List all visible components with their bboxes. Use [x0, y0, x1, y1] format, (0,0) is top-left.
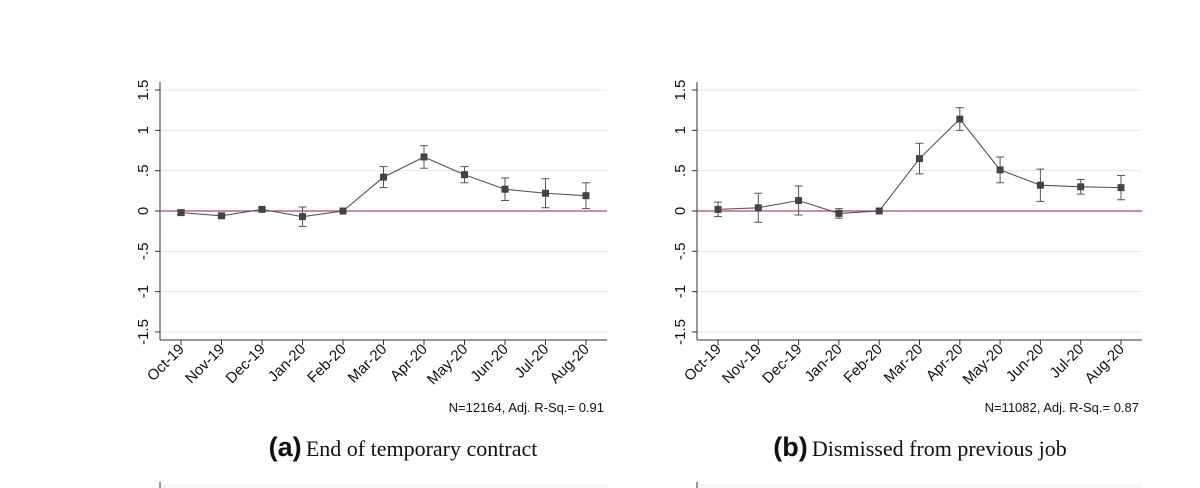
caption-label: (a): [269, 432, 302, 462]
marker: [956, 115, 964, 123]
marker: [258, 205, 266, 213]
caption-label: (b): [773, 432, 807, 462]
x-tick-label: Mar-20: [881, 341, 927, 387]
caption: (b) Dismissed from previous job: [773, 432, 1066, 462]
y-tick-label: -.5: [672, 243, 689, 261]
x-tick-label: Aug-20: [547, 341, 593, 387]
note: N=11082, Adj. R-Sq.= 0.87: [985, 400, 1139, 415]
x-tick-label: Dec-19: [223, 341, 269, 387]
marker: [875, 207, 883, 215]
marker: [714, 205, 722, 213]
y-tick-label: 1.5: [135, 80, 152, 101]
marker: [916, 155, 923, 163]
marker: [380, 173, 387, 181]
y-tick-label: 1: [672, 126, 689, 134]
y-tick-label: 1: [135, 126, 152, 134]
marker: [299, 213, 306, 221]
x-tick-label: Nov-19: [182, 341, 228, 387]
x-tick-label: May-20: [960, 341, 1007, 388]
marker: [339, 207, 347, 215]
y-tick-label: -1.5: [672, 319, 689, 345]
x-tick-label: Mar-20: [345, 341, 391, 387]
note: N=12164, Adj. R-Sq.= 0.91: [449, 400, 604, 415]
marker: [754, 204, 762, 212]
y-tick-label: -.5: [135, 243, 152, 261]
y-tick-label: .5: [672, 164, 689, 177]
caption-text: Dismissed from previous job: [812, 436, 1067, 461]
marker: [1036, 181, 1044, 189]
marker: [218, 212, 225, 220]
y-tick-label: 0: [672, 207, 689, 215]
x-tick-label: Dec-19: [759, 341, 805, 387]
x-tick-label: Oct-19: [144, 341, 188, 385]
marker: [795, 197, 803, 205]
x-tick-label: Oct-19: [681, 341, 725, 385]
marker: [1077, 183, 1085, 191]
x-tick-label: Feb-20: [840, 341, 886, 387]
caption: (a) End of temporary contract: [269, 432, 538, 462]
y-tick-label: -1: [672, 285, 689, 298]
marker: [582, 192, 590, 200]
chart: -1.5 -1 -.5 0 .5 1 1.5 Oct-19Nov-19Dec-19Jan-20…: [672, 80, 1142, 462]
marker: [1117, 184, 1125, 192]
y-tick-label: 1.5: [672, 80, 689, 101]
y-tick-label: .5: [135, 164, 152, 177]
chart: -1.5 -1 -.5 0 .5 1 1.5 Oct-19Nov-19Dec-19Jan-20…: [135, 80, 607, 462]
x-tick-label: Aug-20: [1082, 341, 1128, 387]
x-tick-label: Jun-20: [1003, 341, 1047, 385]
marker: [835, 209, 843, 217]
marker: [542, 189, 549, 197]
next-panel: [160, 484, 607, 488]
marker: [177, 209, 185, 217]
marker: [501, 185, 509, 193]
marker: [996, 166, 1004, 174]
y-tick-label: -1.5: [135, 319, 152, 345]
caption-text: End of temporary contract: [306, 436, 538, 461]
x-tick-label: Jan-20: [801, 341, 845, 385]
next-panel: [697, 484, 1142, 488]
x-tick-label: May-20: [424, 341, 471, 388]
x-tick-label: Jan-20: [265, 341, 309, 385]
x-tick-label: Feb-20: [304, 341, 350, 387]
x-tick-label: Nov-19: [719, 341, 765, 387]
x-tick-label: Jun-20: [467, 341, 511, 385]
marker: [461, 171, 468, 179]
y-tick-label: 0: [135, 207, 152, 215]
y-tick-label: -1: [135, 285, 152, 298]
x-tick-label: Apr-20: [387, 341, 431, 385]
marker: [420, 153, 428, 161]
